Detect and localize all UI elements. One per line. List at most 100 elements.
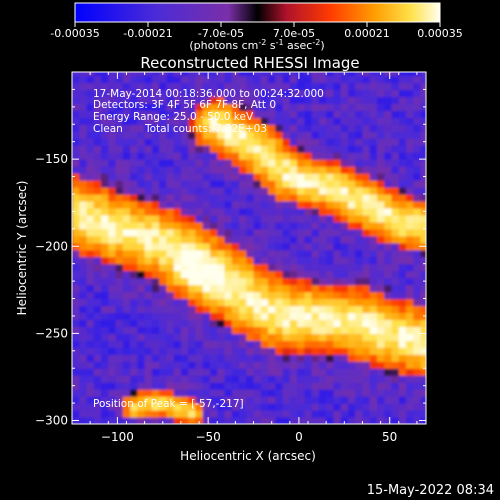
heatmap-cell — [282, 326, 291, 334]
heatmap-cell — [297, 298, 305, 307]
heatmap-cell — [188, 368, 197, 376]
heatmap-cell — [326, 96, 335, 104]
heatmap-cell — [289, 305, 298, 314]
heatmap-cell — [355, 326, 364, 334]
heatmap-cell — [362, 75, 371, 84]
annotation-time-range: 17-May-2014 00:18:36.000 to 00:24:32.000 — [93, 88, 324, 100]
heatmap-cell — [108, 291, 117, 300]
heatmap-cell — [384, 396, 393, 404]
heatmap-cell — [384, 277, 393, 286]
heatmap-cell — [180, 256, 189, 265]
heatmap-cell — [93, 375, 102, 383]
heatmap-cell — [268, 368, 276, 376]
heatmap-cell — [406, 166, 414, 174]
heatmap-cell — [304, 291, 313, 300]
heatmap-cell — [340, 340, 349, 348]
heatmap-cell — [406, 235, 414, 244]
heatmap-cell — [93, 207, 102, 216]
heatmap-cell — [209, 173, 218, 181]
heatmap-cell — [398, 396, 407, 404]
heatmap-cell — [144, 284, 153, 293]
heatmap-cell — [420, 159, 426, 167]
heatmap-cell — [398, 389, 407, 397]
heatmap-cell — [195, 396, 204, 404]
heatmap-cell — [93, 382, 102, 390]
heatmap-cell — [144, 410, 153, 418]
heatmap-cell — [166, 152, 175, 160]
heatmap-cell — [406, 263, 414, 272]
heatmap-cell — [268, 173, 276, 181]
heatmap-cell — [304, 319, 313, 328]
heatmap-cell — [340, 354, 349, 362]
heatmap-cell — [224, 131, 233, 139]
heatmap-cell — [420, 298, 426, 307]
heatmap-cell — [79, 326, 88, 334]
heatmap-cell — [326, 354, 335, 362]
heatmap-cell — [224, 145, 233, 153]
heatmap-cell — [391, 256, 400, 265]
heatmap-cell — [260, 214, 269, 223]
heatmap-cell — [391, 396, 400, 404]
heatmap-cell — [239, 131, 247, 139]
heatmap-cell — [180, 396, 189, 404]
annotation-total-counts: Total counts: 7.32E+03 — [144, 123, 267, 135]
heatmap-cell — [347, 200, 356, 209]
heatmap-cell — [304, 96, 313, 104]
heatmap-cell — [173, 375, 182, 383]
heatmap-cell — [340, 305, 349, 314]
heatmap-cell — [202, 131, 211, 139]
heatmap-cell — [340, 291, 349, 300]
heatmap-cell — [340, 214, 349, 223]
heatmap-cell — [326, 270, 335, 279]
heatmap-cell — [224, 75, 233, 84]
heatmap-cell — [217, 138, 226, 146]
heatmap-cell — [79, 277, 88, 286]
heatmap-cell — [376, 305, 385, 314]
heatmap-cell — [180, 159, 189, 167]
heatmap-cell — [159, 82, 167, 91]
heatmap-cell — [173, 410, 182, 418]
heatmap-cell — [347, 361, 356, 369]
heatmap-cell — [72, 291, 80, 300]
heatmap-cell — [188, 361, 197, 369]
heatmap-cell — [268, 284, 276, 293]
heatmap-cell — [282, 340, 291, 348]
heatmap-cell — [108, 410, 117, 418]
heatmap-cell — [180, 187, 189, 195]
heatmap-cell — [369, 249, 378, 258]
heatmap-cell — [369, 305, 378, 314]
heatmap-cell — [86, 159, 95, 167]
heatmap-cell — [318, 242, 327, 251]
y-tick-label: −300 — [35, 414, 68, 428]
heatmap-cell — [188, 403, 197, 411]
heatmap-cell — [260, 340, 269, 348]
heatmap-cell — [246, 173, 255, 181]
heatmap-cell — [93, 131, 102, 139]
heatmap-cell — [420, 72, 426, 77]
heatmap-cell — [413, 375, 422, 383]
heatmap-cell — [333, 361, 342, 369]
heatmap-cell — [268, 180, 276, 188]
heatmap-cell — [304, 354, 313, 362]
heatmap-cell — [101, 263, 109, 272]
heatmap-cell — [151, 173, 160, 181]
heatmap-cell — [297, 103, 305, 111]
heatmap-cell — [333, 131, 342, 139]
heatmap-cell — [217, 187, 226, 195]
heatmap-cell — [209, 96, 218, 104]
heatmap-cell — [282, 333, 291, 341]
heatmap-cell — [101, 389, 109, 397]
heatmap-cell — [93, 96, 102, 104]
heatmap-cell — [166, 200, 175, 209]
heatmap-cell — [391, 291, 400, 300]
heatmap-cell — [144, 368, 153, 376]
heatmap-cell — [209, 298, 218, 307]
heatmap-cell — [413, 396, 422, 404]
heatmap-cell — [384, 173, 393, 181]
heatmap-cell — [188, 207, 197, 216]
heatmap-cell — [122, 326, 131, 334]
heatmap-cell — [340, 221, 349, 230]
heatmap-cell — [362, 187, 371, 195]
heatmap-cell — [369, 368, 378, 376]
heatmap-cell — [340, 263, 349, 272]
